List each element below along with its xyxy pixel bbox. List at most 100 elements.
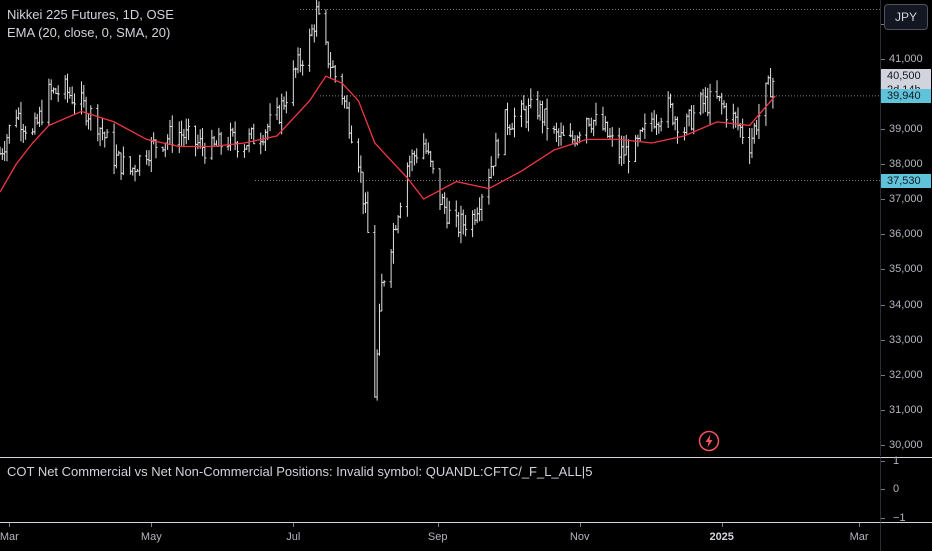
ohlc-bar [701,88,705,114]
ohlc-bar [219,131,223,155]
ohlc-bar [147,150,151,167]
ohlc-bar [636,134,640,147]
indicator-tick-label: 1 [893,455,900,467]
ohlc-bar [687,109,691,127]
price-tick-mark [881,269,885,271]
price-axis[interactable]: 42,00041,00040,00039,00038,00037,00036,0… [880,0,932,456]
ohlc-bar [750,128,754,159]
price-tick-mark [881,374,885,376]
currency-button[interactable]: JPY [884,4,928,30]
indicator-axis[interactable]: 1 0 −1 [880,455,932,524]
ohlc-bar [526,98,530,132]
price-tick-mark [881,234,885,236]
symbol-legend[interactable]: Nikkei 225 Futures, 1D, OSE [7,7,174,22]
ohlc-bar [475,207,479,224]
ohlc-bar [457,212,461,238]
time-axis[interactable]: Mar May Jul Sep Nov 2025 Mar [0,522,880,551]
ohlc-bar [259,132,263,155]
ohlc-bar [56,85,60,102]
lightning-icon[interactable] [698,430,720,457]
ohlc-bar [275,97,279,120]
time-tick-mark [437,523,439,527]
ohlc-bar [217,127,221,147]
ohlc-bar [329,51,333,78]
ohlc-bar [543,108,547,126]
ohlc-bar [40,99,44,126]
ohlc-bar [14,109,18,128]
price-tick-label: 41,000 [889,52,923,65]
time-tick-label: 2025 [709,531,734,543]
ohlc-bar [5,134,9,162]
ohlc-bar [380,273,384,312]
ohlc-bar [503,109,507,156]
ohlc-bar [657,121,661,134]
ohlc-bar [473,208,477,225]
ohlc-bar [624,134,628,156]
time-tick-label: Mar [0,531,19,543]
ohlc-bar [431,160,435,174]
indicator-error-text[interactable]: COT Net Commercial vs Net Non-Commercial… [7,464,593,479]
time-tick-mark [579,523,581,527]
ohlc-bar [3,141,7,162]
indicator-pane[interactable]: COT Net Commercial vs Net Non-Commercial… [0,457,880,523]
ohlc-bar [692,105,696,135]
ohlc-bar [398,202,402,219]
price-chart[interactable] [0,0,880,456]
ohlc-bar [496,138,500,159]
ohlc-bar [261,134,265,146]
ohlc-bar [426,142,430,155]
ohlc-bar [522,95,526,111]
ohlc-bar [666,91,670,129]
ohlc-bar [429,150,433,168]
ohlc-bar [19,101,23,142]
ohlc-bar [180,120,184,146]
ohlc-bar [508,124,512,136]
ohlc-bar [412,150,416,166]
price-tick-mark [881,444,885,446]
ohlc-bar [445,197,449,229]
ohlc-bar [589,117,593,133]
ohlc-bar [184,118,188,145]
main-chart-pane[interactable]: Nikkei 225 Futures, 1D, OSE EMA (20, clo… [0,0,880,456]
ohlc-bar [340,73,344,105]
ohlc-bar [634,134,638,163]
ohlc-bar [268,103,272,132]
ohlc-bar [170,115,174,153]
indicator-tick-mark [881,489,885,490]
ohlc-bar [7,124,11,144]
ohlc-bar [766,75,770,85]
ohlc-bar [650,112,654,132]
ohlc-bar [149,136,153,172]
ohlc-bar [66,73,70,103]
price-tick-label: 34,000 [889,298,923,311]
ohlc-bar [52,87,56,94]
ohlc-bar [689,105,693,131]
time-tick-label: Sep [427,531,448,543]
ohlc-bar [731,103,735,129]
ohlc-bar [706,87,710,117]
ohlc-bar [638,129,642,142]
ohlc-bar [405,162,409,217]
ohlc-bar [366,191,370,234]
ohlc-bar [454,200,458,228]
indicator-tick-label: 0 [893,483,900,495]
ema-legend[interactable]: EMA (20, close, 0, SMA, 20) [7,25,171,40]
ohlc-bar [103,131,107,148]
ema-line[interactable] [0,75,776,200]
time-tick-label: Jul [286,531,301,543]
ema-value-label: 39,940 [881,88,931,103]
ohlc-bar [461,209,465,235]
price-tick-mark [881,304,885,306]
ohlc-bar [459,205,463,244]
ohlc-bar [603,115,607,132]
ohlc-bar [138,154,142,176]
ohlc-bar [86,114,90,130]
ohlc-bar [652,110,656,129]
ohlc-bar [506,102,510,136]
ohlc-bar [105,128,109,139]
time-tick-mark [293,523,295,527]
ohlc-bar [145,150,149,165]
price-tick-label: 33,000 [889,333,923,346]
ohlc-bar [594,102,598,126]
ohlc-bar [536,91,540,120]
